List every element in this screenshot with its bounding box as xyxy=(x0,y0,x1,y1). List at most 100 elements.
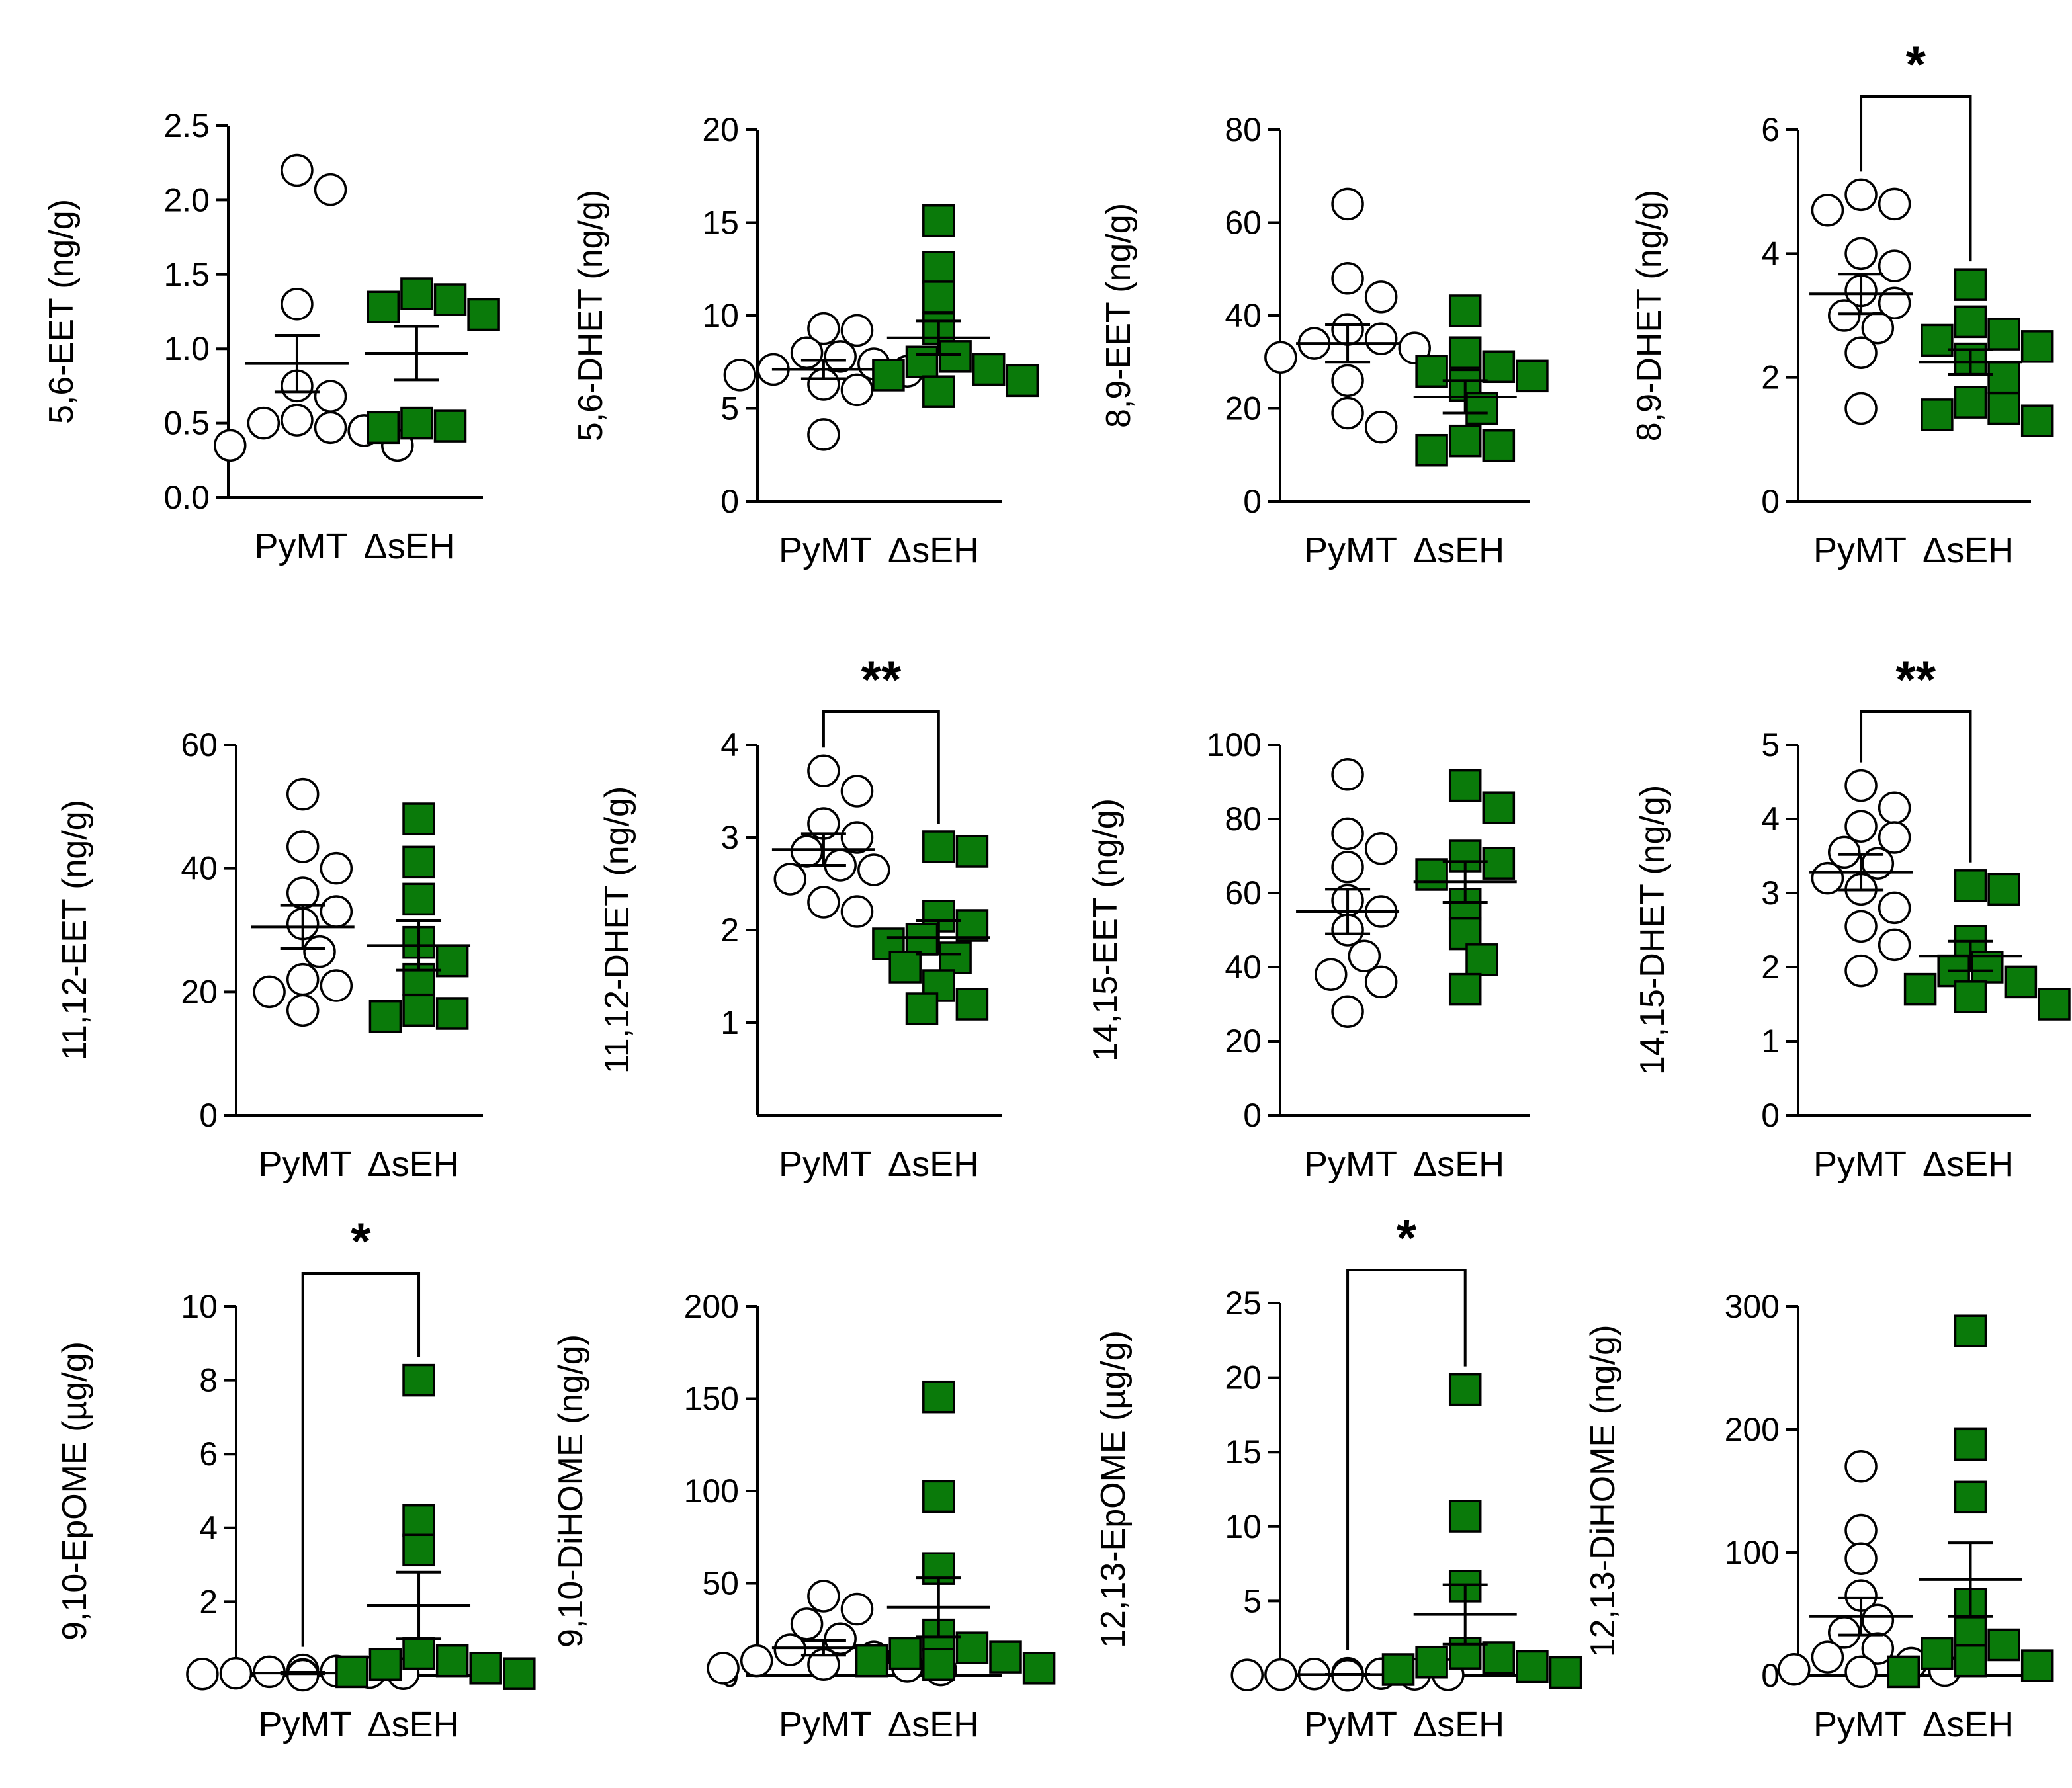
y-tick-label: 2 xyxy=(720,912,739,949)
y-axis-title: 14,15-DHET (ng/g) xyxy=(1633,785,1672,1075)
y-tick-label: 3 xyxy=(1761,874,1780,912)
data-point-pymt xyxy=(1264,341,1297,374)
y-tick-label: 1.5 xyxy=(163,256,210,293)
chart-panel-5: 0 20 40 60 11,12-EET (ng/g) PyMT ΔsEH xyxy=(56,726,483,1184)
data-point-dseh xyxy=(1516,359,1549,393)
y-axis-title: 5,6-DHET (ng/g) xyxy=(572,190,610,442)
data-point-dseh xyxy=(435,1644,469,1678)
data-point-dseh xyxy=(1448,1500,1482,1533)
y-axis-title: 14,15-EET (ng/g) xyxy=(1086,798,1125,1062)
x-category-label: ΔsEH xyxy=(1413,1705,1504,1744)
data-point-pymt xyxy=(807,418,840,451)
y-tick-label: 0.5 xyxy=(163,405,210,442)
y-axis-title: 8,9-EET (ng/g) xyxy=(1100,203,1138,428)
data-point-dseh xyxy=(888,951,922,984)
y-tick-label: 40 xyxy=(1225,949,1262,986)
data-point-dseh xyxy=(433,283,467,316)
data-point-dseh xyxy=(1903,972,1937,1006)
data-point-pymt xyxy=(1315,958,1348,991)
data-point-dseh xyxy=(367,290,400,324)
y-tick-label: 0 xyxy=(1761,1657,1780,1694)
data-point-pymt xyxy=(320,895,353,928)
data-point-dseh xyxy=(402,802,435,835)
data-point-dseh xyxy=(1954,1480,1987,1514)
y-tick-label: 1.0 xyxy=(163,330,210,367)
data-point-pymt xyxy=(723,359,757,392)
x-category-label: PyMT xyxy=(1813,531,1907,570)
data-point-dseh xyxy=(402,845,435,879)
x-category-label: PyMT xyxy=(779,1144,872,1184)
x-category-label: PyMT xyxy=(1813,1705,1907,1744)
y-tick-label: 2.0 xyxy=(163,181,210,218)
y-tick-label: 15 xyxy=(1225,1433,1262,1470)
y-tick-label: 8 xyxy=(199,1362,218,1399)
data-point-dseh xyxy=(1516,1650,1549,1683)
data-point-dseh xyxy=(435,944,469,978)
x-category-label: PyMT xyxy=(779,1705,872,1744)
data-point-pymt xyxy=(740,1644,773,1678)
data-point-dseh xyxy=(922,830,955,863)
data-point-pymt xyxy=(824,340,857,373)
y-tick-label: 20 xyxy=(702,111,739,148)
data-point-pymt xyxy=(1811,861,1844,895)
data-point-pymt xyxy=(214,429,247,462)
data-point-dseh xyxy=(1987,318,2020,351)
y-tick-label: 5 xyxy=(720,390,739,427)
chart-panel-3: 0 20 40 60 80 8,9-EET (ng/g) PyMT ΔsEH xyxy=(1100,111,1549,570)
data-point-pymt xyxy=(773,1633,807,1666)
y-tick-label: 60 xyxy=(1225,874,1262,912)
significance-bracket xyxy=(1346,1269,1467,1650)
data-point-dseh xyxy=(989,1640,1022,1674)
data-point-dseh xyxy=(1448,917,1482,951)
data-point-pymt xyxy=(1878,791,1911,824)
data-point-pymt xyxy=(790,1607,824,1640)
data-point-pymt xyxy=(314,380,347,413)
x-category-label: PyMT xyxy=(1304,531,1397,570)
data-point-dseh xyxy=(922,1648,955,1682)
data-point-dseh xyxy=(922,1380,955,1414)
y-tick-label: 300 xyxy=(1725,1288,1780,1325)
y-axis-title: 5,6-EET (ng/g) xyxy=(42,199,81,424)
data-point-pymt xyxy=(286,777,320,811)
data-point-pymt xyxy=(281,288,314,321)
y-tick-label: 150 xyxy=(684,1381,739,1418)
y-tick-label: 60 xyxy=(1225,204,1262,241)
data-point-dseh xyxy=(922,251,955,284)
data-point-dseh xyxy=(1954,1644,1987,1678)
y-axis-title: 11,12-EET (ng/g) xyxy=(56,800,94,1060)
data-point-dseh xyxy=(1954,1314,1987,1347)
data-point-dseh xyxy=(402,1533,435,1567)
data-point-pymt xyxy=(1827,299,1861,332)
data-point-pymt xyxy=(1844,1655,1878,1689)
data-point-dseh xyxy=(1482,1641,1516,1674)
y-tick-label: 5 xyxy=(1243,1582,1262,1619)
y-tick-label: 0 xyxy=(720,483,739,520)
data-point-dseh xyxy=(1954,268,1987,301)
data-point-dseh xyxy=(939,941,972,974)
y-tick-label: 2.5 xyxy=(163,107,210,144)
y-tick-label: 50 xyxy=(702,1565,739,1602)
data-point-pymt xyxy=(1230,1658,1264,1691)
data-point-pymt xyxy=(1811,1640,1844,1674)
y-axis-title: 9,10-EpOME (µg/g) xyxy=(56,1341,94,1640)
y-axis-title: 11,12-DHET (ng/g) xyxy=(598,787,636,1074)
y-tick-label: 0.0 xyxy=(163,479,210,516)
x-category-label: ΔsEH xyxy=(1413,531,1504,570)
y-axis-title: 9,10-DiHOME (ng/g) xyxy=(552,1334,590,1648)
data-point-pymt xyxy=(1331,187,1364,221)
data-point-dseh xyxy=(1954,980,1987,1013)
data-point-dseh xyxy=(1954,869,1987,902)
data-point-dseh xyxy=(1448,769,1482,802)
y-tick-label: 1 xyxy=(1761,1023,1780,1060)
data-point-pymt xyxy=(1861,1603,1895,1637)
data-point-pymt xyxy=(253,975,286,1009)
data-point-pymt xyxy=(286,830,320,863)
data-point-pymt xyxy=(1364,410,1398,444)
y-tick-label: 20 xyxy=(181,973,218,1010)
significance-bracket xyxy=(301,1272,421,1647)
data-point-dseh xyxy=(1921,1637,1954,1670)
data-point-pymt xyxy=(1331,817,1364,851)
